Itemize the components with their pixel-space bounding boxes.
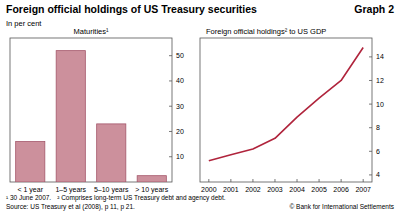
y-tick-label: 50 — [176, 52, 184, 59]
y-tick — [369, 80, 372, 81]
panel-title: Foreign official holdings² to US GDP — [206, 27, 326, 36]
x-tick-label: 5–10 years — [94, 186, 129, 194]
x-tick — [274, 179, 275, 182]
y-tick-label: 6 — [376, 148, 380, 155]
y-tick-label: 12 — [376, 77, 384, 84]
panel: Maturities¹ 10 20 30 40 50 < 1 year 1–5 years 5–… — [10, 27, 184, 194]
x-tick-label: 2006 — [333, 186, 349, 193]
x-tick-label: 2005 — [311, 186, 327, 193]
x-tick — [341, 179, 342, 182]
x-tick-label: 2000 — [201, 186, 217, 193]
source: Source: US Treasury et al (2008), p 11, … — [6, 203, 135, 211]
marks — [209, 47, 363, 160]
panel-title: Maturities¹ — [73, 27, 109, 36]
background — [0, 0, 400, 214]
chart-root: Foreign official holdings of US Treasury… — [0, 0, 400, 214]
y-tick-label: 4 — [376, 171, 380, 178]
y-tick — [369, 104, 372, 105]
copyright: © Bank for International Settlements — [289, 203, 394, 210]
title: Foreign official holdings of US Treasury… — [6, 3, 257, 15]
y-tick — [169, 80, 172, 81]
panel: Foreign official holdings² to US GDP 4 6 8 1… — [200, 27, 384, 193]
y-tick — [169, 106, 172, 107]
x-tick-label: 2001 — [223, 186, 239, 193]
y-tick-label: 14 — [376, 53, 384, 60]
y-tick — [169, 131, 172, 132]
bar — [137, 176, 166, 182]
x-tick-label: 1–5 years — [55, 186, 86, 194]
footnote: ² Comprises long-term US Treasury debt a… — [57, 194, 226, 202]
marks — [16, 51, 167, 182]
footnote: ¹ 30 June 2007. — [6, 194, 51, 201]
y-tick — [169, 156, 172, 157]
x-tick — [230, 179, 231, 182]
x-tick — [363, 179, 364, 182]
plot-frame — [200, 38, 372, 182]
x-tick-label: 2003 — [267, 186, 283, 193]
y-tick-label: 40 — [176, 77, 184, 84]
x-tick — [319, 179, 320, 182]
y-tick-label: 20 — [176, 128, 184, 135]
line — [209, 47, 363, 160]
y-tick — [169, 55, 172, 56]
y-tick — [369, 151, 372, 152]
x-tick-label: 2002 — [245, 186, 261, 193]
x-tick-label: > 10 years — [135, 186, 168, 194]
x-tick-label: < 1 year — [18, 186, 44, 194]
bar — [56, 51, 85, 182]
bar — [16, 142, 45, 182]
graph-label: Graph 2 — [354, 3, 394, 15]
x-tick — [297, 179, 298, 182]
y-tick-label: 30 — [176, 103, 184, 110]
x-tick — [208, 179, 209, 182]
x-tick-label: 2004 — [289, 186, 305, 193]
y-tick — [369, 127, 372, 128]
x-tick — [252, 179, 253, 182]
y-tick — [369, 174, 372, 175]
bar — [97, 124, 126, 182]
x-tick-label: 2007 — [355, 186, 371, 193]
subtitle: In per cent — [6, 19, 42, 28]
y-tick-label: 10 — [176, 153, 184, 160]
y-tick-label: 10 — [376, 101, 384, 108]
plot-frame — [10, 38, 172, 182]
y-tick-label: 8 — [376, 124, 380, 131]
y-tick — [369, 56, 372, 57]
